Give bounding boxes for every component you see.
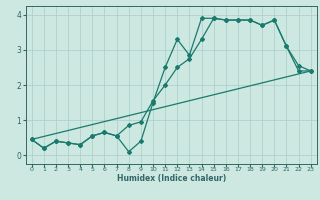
X-axis label: Humidex (Indice chaleur): Humidex (Indice chaleur) [116,174,226,183]
